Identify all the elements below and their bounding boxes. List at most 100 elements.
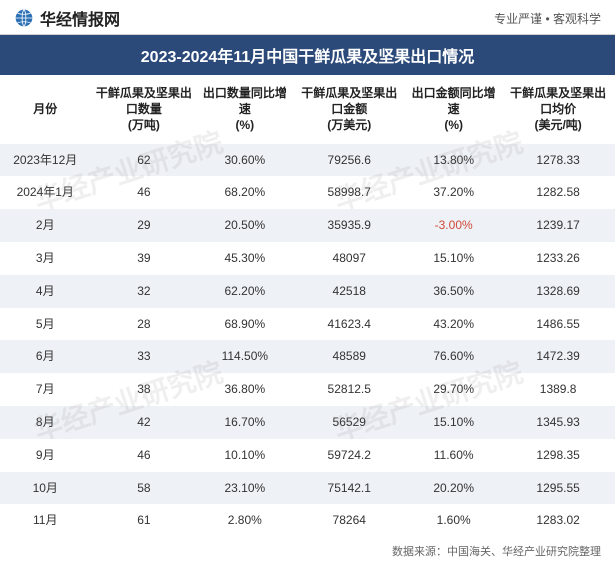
page-title: 2023-2024年11月中国干鲜瓜果及坚果出口情况 (0, 35, 615, 75)
tagline-left: 专业严谨 (494, 12, 542, 26)
col-header-2: 出口数量同比增速(%) (197, 75, 292, 144)
table-row: 3月3945.30%4809715.10%1233.26 (0, 242, 615, 275)
cell: 11.60% (406, 439, 501, 472)
cell: 1328.69 (501, 275, 615, 308)
cell: 32 (91, 275, 198, 308)
col-header-0: 月份 (0, 75, 91, 144)
cell: 75142.1 (292, 472, 406, 505)
cell: 10.10% (197, 439, 292, 472)
brand-text: 华经情报网 (40, 6, 120, 30)
cell: 20.20% (406, 472, 501, 505)
cell: 5月 (0, 308, 91, 341)
cell: 43.20% (406, 308, 501, 341)
data-table-wrap: 月份干鲜瓜果及坚果出口数量(万吨)出口数量同比增速(%)干鲜瓜果及坚果出口金额(… (0, 75, 615, 537)
cell: 6月 (0, 340, 91, 373)
cell: 11月 (0, 504, 91, 537)
cell: 114.50% (197, 340, 292, 373)
cell: 15.10% (406, 406, 501, 439)
tagline: 专业严谨 • 客观科学 (494, 10, 601, 27)
cell: 15.10% (406, 242, 501, 275)
tagline-right: 客观科学 (553, 12, 601, 26)
cell: 56529 (292, 406, 406, 439)
cell: 46 (91, 176, 198, 209)
cell: 1283.02 (501, 504, 615, 537)
footer-label: 数据来源： (392, 546, 447, 558)
col-header-3: 干鲜瓜果及坚果出口金额(万美元) (292, 75, 406, 144)
data-source-footer: 数据来源：中国海关、华经产业研究院整理 (0, 537, 615, 559)
cell: 13.80% (406, 144, 501, 177)
cell: 62 (91, 144, 198, 177)
col-header-4: 出口金额同比增速(%) (406, 75, 501, 144)
cell: 20.50% (197, 209, 292, 242)
cell: 28 (91, 308, 198, 341)
cell: 29.70% (406, 373, 501, 406)
table-row: 2月2920.50%35935.9-3.00%1239.17 (0, 209, 615, 242)
cell: 23.10% (197, 472, 292, 505)
cell: 2月 (0, 209, 91, 242)
footer-source-2: 华经产业研究院整理 (502, 546, 601, 558)
cell: 8月 (0, 406, 91, 439)
footer-source-1: 中国海关、 (447, 546, 502, 558)
cell: 62.20% (197, 275, 292, 308)
cell: 1295.55 (501, 472, 615, 505)
cell: 68.20% (197, 176, 292, 209)
table-row: 2023年12月6230.60%79256.613.80%1278.33 (0, 144, 615, 177)
table-row: 6月33114.50%4858976.60%1472.39 (0, 340, 615, 373)
cell: 38 (91, 373, 198, 406)
cell: 42518 (292, 275, 406, 308)
col-header-5: 干鲜瓜果及坚果出口均价(美元/吨) (501, 75, 615, 144)
cell: 1298.35 (501, 439, 615, 472)
cell: 2.80% (197, 504, 292, 537)
cell: 41623.4 (292, 308, 406, 341)
table-header-row: 月份干鲜瓜果及坚果出口数量(万吨)出口数量同比增速(%)干鲜瓜果及坚果出口金额(… (0, 75, 615, 144)
cell: 2024年1月 (0, 176, 91, 209)
cell: 1389.8 (501, 373, 615, 406)
cell: 68.90% (197, 308, 292, 341)
cell: 1345.93 (501, 406, 615, 439)
cell: 46 (91, 439, 198, 472)
cell: 45.30% (197, 242, 292, 275)
tagline-sep: • (545, 12, 549, 26)
table-row: 9月4610.10%59724.211.60%1298.35 (0, 439, 615, 472)
cell: 78264 (292, 504, 406, 537)
cell: 42 (91, 406, 198, 439)
cell: -3.00% (406, 209, 501, 242)
cell: 1239.17 (501, 209, 615, 242)
cell: 39 (91, 242, 198, 275)
cell: 2023年12月 (0, 144, 91, 177)
col-header-1: 干鲜瓜果及坚果出口数量(万吨) (91, 75, 198, 144)
table-row: 2024年1月4668.20%58998.737.20%1282.58 (0, 176, 615, 209)
cell: 37.20% (406, 176, 501, 209)
cell: 35935.9 (292, 209, 406, 242)
data-table: 月份干鲜瓜果及坚果出口数量(万吨)出口数量同比增速(%)干鲜瓜果及坚果出口金额(… (0, 75, 615, 537)
cell: 1233.26 (501, 242, 615, 275)
cell: 36.80% (197, 373, 292, 406)
cell: 33 (91, 340, 198, 373)
cell: 58998.7 (292, 176, 406, 209)
cell: 76.60% (406, 340, 501, 373)
table-row: 4月3262.20%4251836.50%1328.69 (0, 275, 615, 308)
brand: 华经情报网 (14, 6, 120, 30)
cell: 10月 (0, 472, 91, 505)
cell: 48097 (292, 242, 406, 275)
cell: 1278.33 (501, 144, 615, 177)
table-row: 7月3836.80%52812.529.70%1389.8 (0, 373, 615, 406)
cell: 52812.5 (292, 373, 406, 406)
cell: 1.60% (406, 504, 501, 537)
globe-icon (14, 8, 34, 28)
cell: 1486.55 (501, 308, 615, 341)
cell: 9月 (0, 439, 91, 472)
table-row: 8月4216.70%5652915.10%1345.93 (0, 406, 615, 439)
cell: 61 (91, 504, 198, 537)
cell: 4月 (0, 275, 91, 308)
cell: 30.60% (197, 144, 292, 177)
cell: 3月 (0, 242, 91, 275)
cell: 79256.6 (292, 144, 406, 177)
cell: 58 (91, 472, 198, 505)
cell: 1472.39 (501, 340, 615, 373)
cell: 48589 (292, 340, 406, 373)
cell: 1282.58 (501, 176, 615, 209)
table-row: 5月2868.90%41623.443.20%1486.55 (0, 308, 615, 341)
cell: 7月 (0, 373, 91, 406)
cell: 29 (91, 209, 198, 242)
